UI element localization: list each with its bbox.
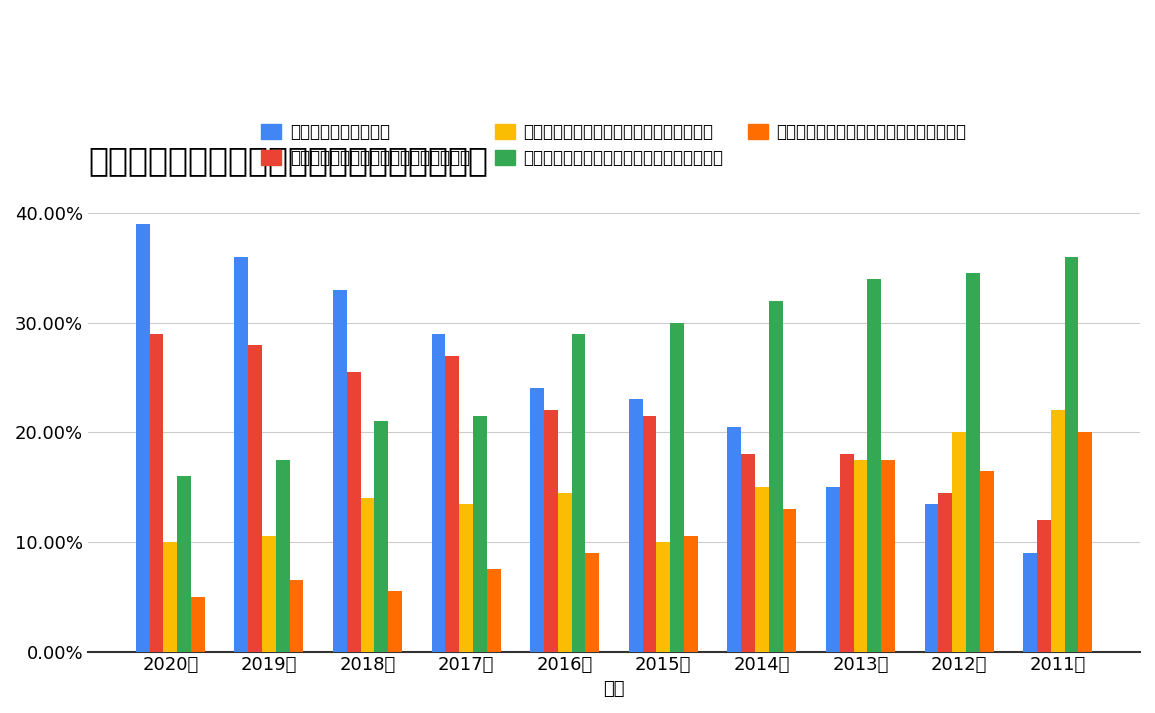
Bar [460, 503, 474, 652]
Bar [432, 334, 446, 652]
Bar [628, 399, 642, 652]
Bar [728, 427, 742, 652]
Bar [755, 487, 769, 652]
Bar [1051, 411, 1065, 652]
Bar [346, 372, 360, 652]
Bar [642, 416, 656, 652]
Text: 企業におけるクラウドワークス利用率の推移: 企業におけるクラウドワークス利用率の推移 [88, 144, 487, 178]
Bar [388, 591, 402, 652]
Bar [248, 344, 262, 652]
Bar [446, 356, 460, 652]
Bar [656, 542, 670, 652]
Bar [333, 289, 346, 652]
Bar [530, 389, 544, 652]
Bar [486, 570, 500, 652]
Bar [262, 536, 276, 652]
Bar [572, 334, 586, 652]
Bar [966, 273, 979, 652]
X-axis label: 項目: 項目 [603, 680, 625, 698]
Bar [136, 224, 150, 652]
Bar [769, 301, 783, 652]
Bar [1065, 257, 1079, 652]
Bar [191, 597, 204, 652]
Bar [924, 503, 938, 652]
Bar [177, 476, 191, 652]
Bar [742, 454, 755, 652]
Bar [840, 454, 854, 652]
Bar [276, 460, 290, 652]
Bar [979, 471, 993, 652]
Bar [474, 416, 486, 652]
Bar [783, 509, 797, 652]
Bar [1079, 432, 1093, 652]
Bar [938, 493, 952, 652]
Bar [881, 460, 895, 652]
Legend: 全社的に利用している, 一部の事業所または部門で利用している, 利用していないが今後利用する予定がある, 利用していないし、今後利用する予定もない, クラウドサ: 全社的に利用している, 一部の事業所または部門で利用している, 利用していないが… [255, 116, 974, 174]
Bar [952, 432, 966, 652]
Bar [867, 279, 881, 652]
Bar [374, 421, 388, 652]
Bar [1037, 520, 1051, 652]
Bar [360, 498, 374, 652]
Bar [290, 580, 304, 652]
Bar [586, 553, 599, 652]
Bar [854, 460, 867, 652]
Bar [234, 257, 248, 652]
Bar [558, 493, 572, 652]
Bar [544, 411, 558, 652]
Bar [670, 322, 684, 652]
Bar [1023, 553, 1037, 652]
Bar [684, 536, 698, 652]
Bar [150, 334, 163, 652]
Bar [826, 487, 840, 652]
Bar [163, 542, 177, 652]
